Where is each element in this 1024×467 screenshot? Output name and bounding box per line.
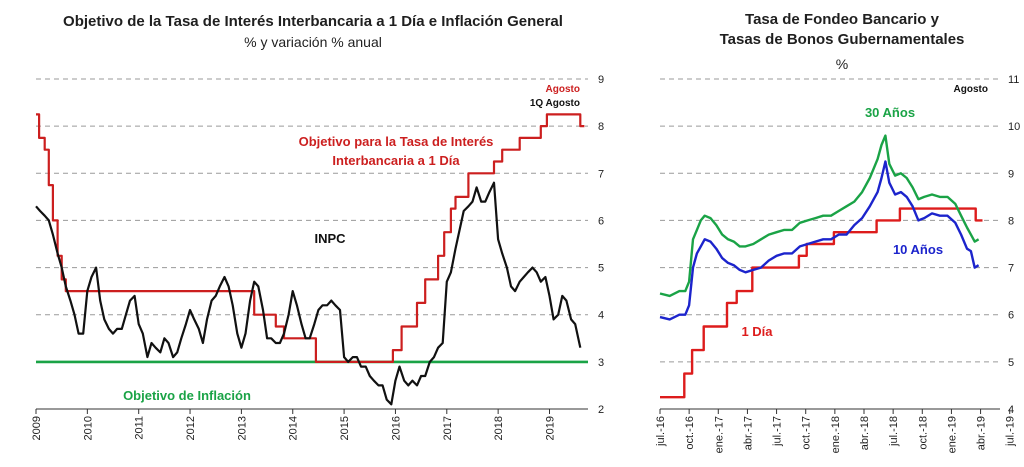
- right-y-tick-label: 6: [1008, 310, 1014, 322]
- left-series-group: [35, 113, 588, 406]
- left-x-tick-label: 2014: [288, 416, 300, 440]
- left-1q-agosto-label: 1Q Agosto: [530, 98, 580, 109]
- right-chart-subtitle: %: [836, 56, 848, 72]
- left-y-tick-label: 4: [598, 310, 604, 322]
- right-series-group: [659, 134, 983, 399]
- right-x-tick-label: jul.-19: [1005, 416, 1017, 447]
- right-series-diez: [659, 160, 980, 321]
- right-x-tick-label: ene.-19: [946, 416, 958, 453]
- left-y-axis: 2 3 4 5 6 7 8 9: [598, 74, 604, 416]
- left-x-tick-label: 2017: [442, 416, 454, 440]
- left-y-tick-label: 5: [598, 263, 604, 275]
- left-x-tick-label: 2015: [339, 416, 351, 440]
- right-x-tick-label: jul.-16: [655, 416, 667, 447]
- right-y-tick-label: 10: [1008, 121, 1020, 133]
- right-series-fondeo: [660, 207, 983, 399]
- left-agosto-label: Agosto: [546, 84, 580, 95]
- inpc-label: INPC: [314, 231, 346, 246]
- right-y-tick-label: 7: [1008, 263, 1014, 275]
- left-y-tick-label: 7: [598, 168, 604, 180]
- left-x-tick-label: 2012: [185, 416, 197, 440]
- objetivo-inflacion-label: Objetivo de Inflación: [123, 388, 251, 403]
- right-y-axis: 4 5 6 7 8 9 10 11: [1008, 74, 1020, 416]
- left-x-tick-label: 2011: [134, 416, 146, 440]
- left-x-tick-label: 2010: [82, 416, 94, 440]
- left-series-objetivo: [36, 113, 585, 363]
- right-y-tick-label: 5: [1008, 357, 1014, 369]
- right-x-tick-label: jul.-17: [772, 416, 784, 447]
- left-gridlines: [36, 78, 588, 410]
- left-x-tick-label: 2009: [31, 416, 43, 440]
- left-y-tick-label: 8: [598, 121, 604, 133]
- left-x-tick-label: 2018: [493, 416, 505, 440]
- objetivo-tasa-label-line1: Objetivo para la Tasa de Interés: [299, 134, 494, 149]
- left-series-inpc: [35, 181, 582, 406]
- right-x-tick-label: oct.-17: [801, 416, 813, 450]
- uno-dia-label: 1 Día: [741, 324, 773, 339]
- right-chart-title-line1: Tasa de Fondeo Bancario y: [745, 11, 940, 28]
- treinta-anos-label: 30 Años: [865, 105, 915, 120]
- right-x-tick-label: ene.-17: [713, 416, 725, 453]
- right-x-axis: jul.-16 oct.-16 ene.-17 abr.-17 jul.-17 oct.-…: [655, 408, 1017, 453]
- left-x-tick-label: 2016: [390, 416, 402, 440]
- diez-anos-label: 10 Años: [893, 242, 943, 257]
- right-y-tick-label: 11: [1008, 74, 1019, 86]
- right-x-tick-label: abr.-18: [859, 416, 871, 450]
- left-y-tick-label: 9: [598, 74, 604, 86]
- objetivo-tasa-label-line2: Interbancaria a 1 Día: [332, 153, 460, 168]
- left-x-tick-label: 2013: [236, 416, 248, 440]
- left-chart-subtitle: % y variación % anual: [244, 34, 382, 50]
- left-y-tick-label: 6: [598, 215, 604, 227]
- left-x-axis: 2009 2010 2011 2012 2013 2014 2015 2016 2017 2018…: [31, 408, 588, 440]
- left-x-tick-label: 2019: [544, 416, 556, 440]
- right-y-tick-label: 4: [1008, 404, 1014, 416]
- right-x-tick-label: abr.-17: [742, 416, 754, 450]
- right-y-tick-label: 9: [1008, 168, 1014, 180]
- right-x-tick-label: jul.-18: [888, 416, 900, 447]
- right-series-treinta: [659, 134, 980, 298]
- right-x-tick-label: abr.-19: [976, 416, 988, 450]
- right-chart-title-line2: Tasas de Bonos Gubernamentales: [720, 31, 965, 48]
- right-x-tick-label: ene.-18: [830, 416, 842, 453]
- right-x-tick-label: oct.-16: [684, 416, 696, 450]
- left-y-tick-label: 3: [598, 357, 604, 369]
- left-chart-title: Objetivo de la Tasa de Interés Interbanc…: [63, 13, 563, 30]
- left-chart: Objetivo de la Tasa de Interés Interbanc…: [31, 13, 604, 440]
- left-y-tick-label: 2: [598, 404, 604, 416]
- right-chart: Tasa de Fondeo Bancario y Tasas de Bonos…: [655, 11, 1020, 453]
- right-y-tick-label: 8: [1008, 215, 1014, 227]
- right-x-tick-label: oct.-18: [917, 416, 929, 450]
- right-agosto-label: Agosto: [954, 84, 988, 95]
